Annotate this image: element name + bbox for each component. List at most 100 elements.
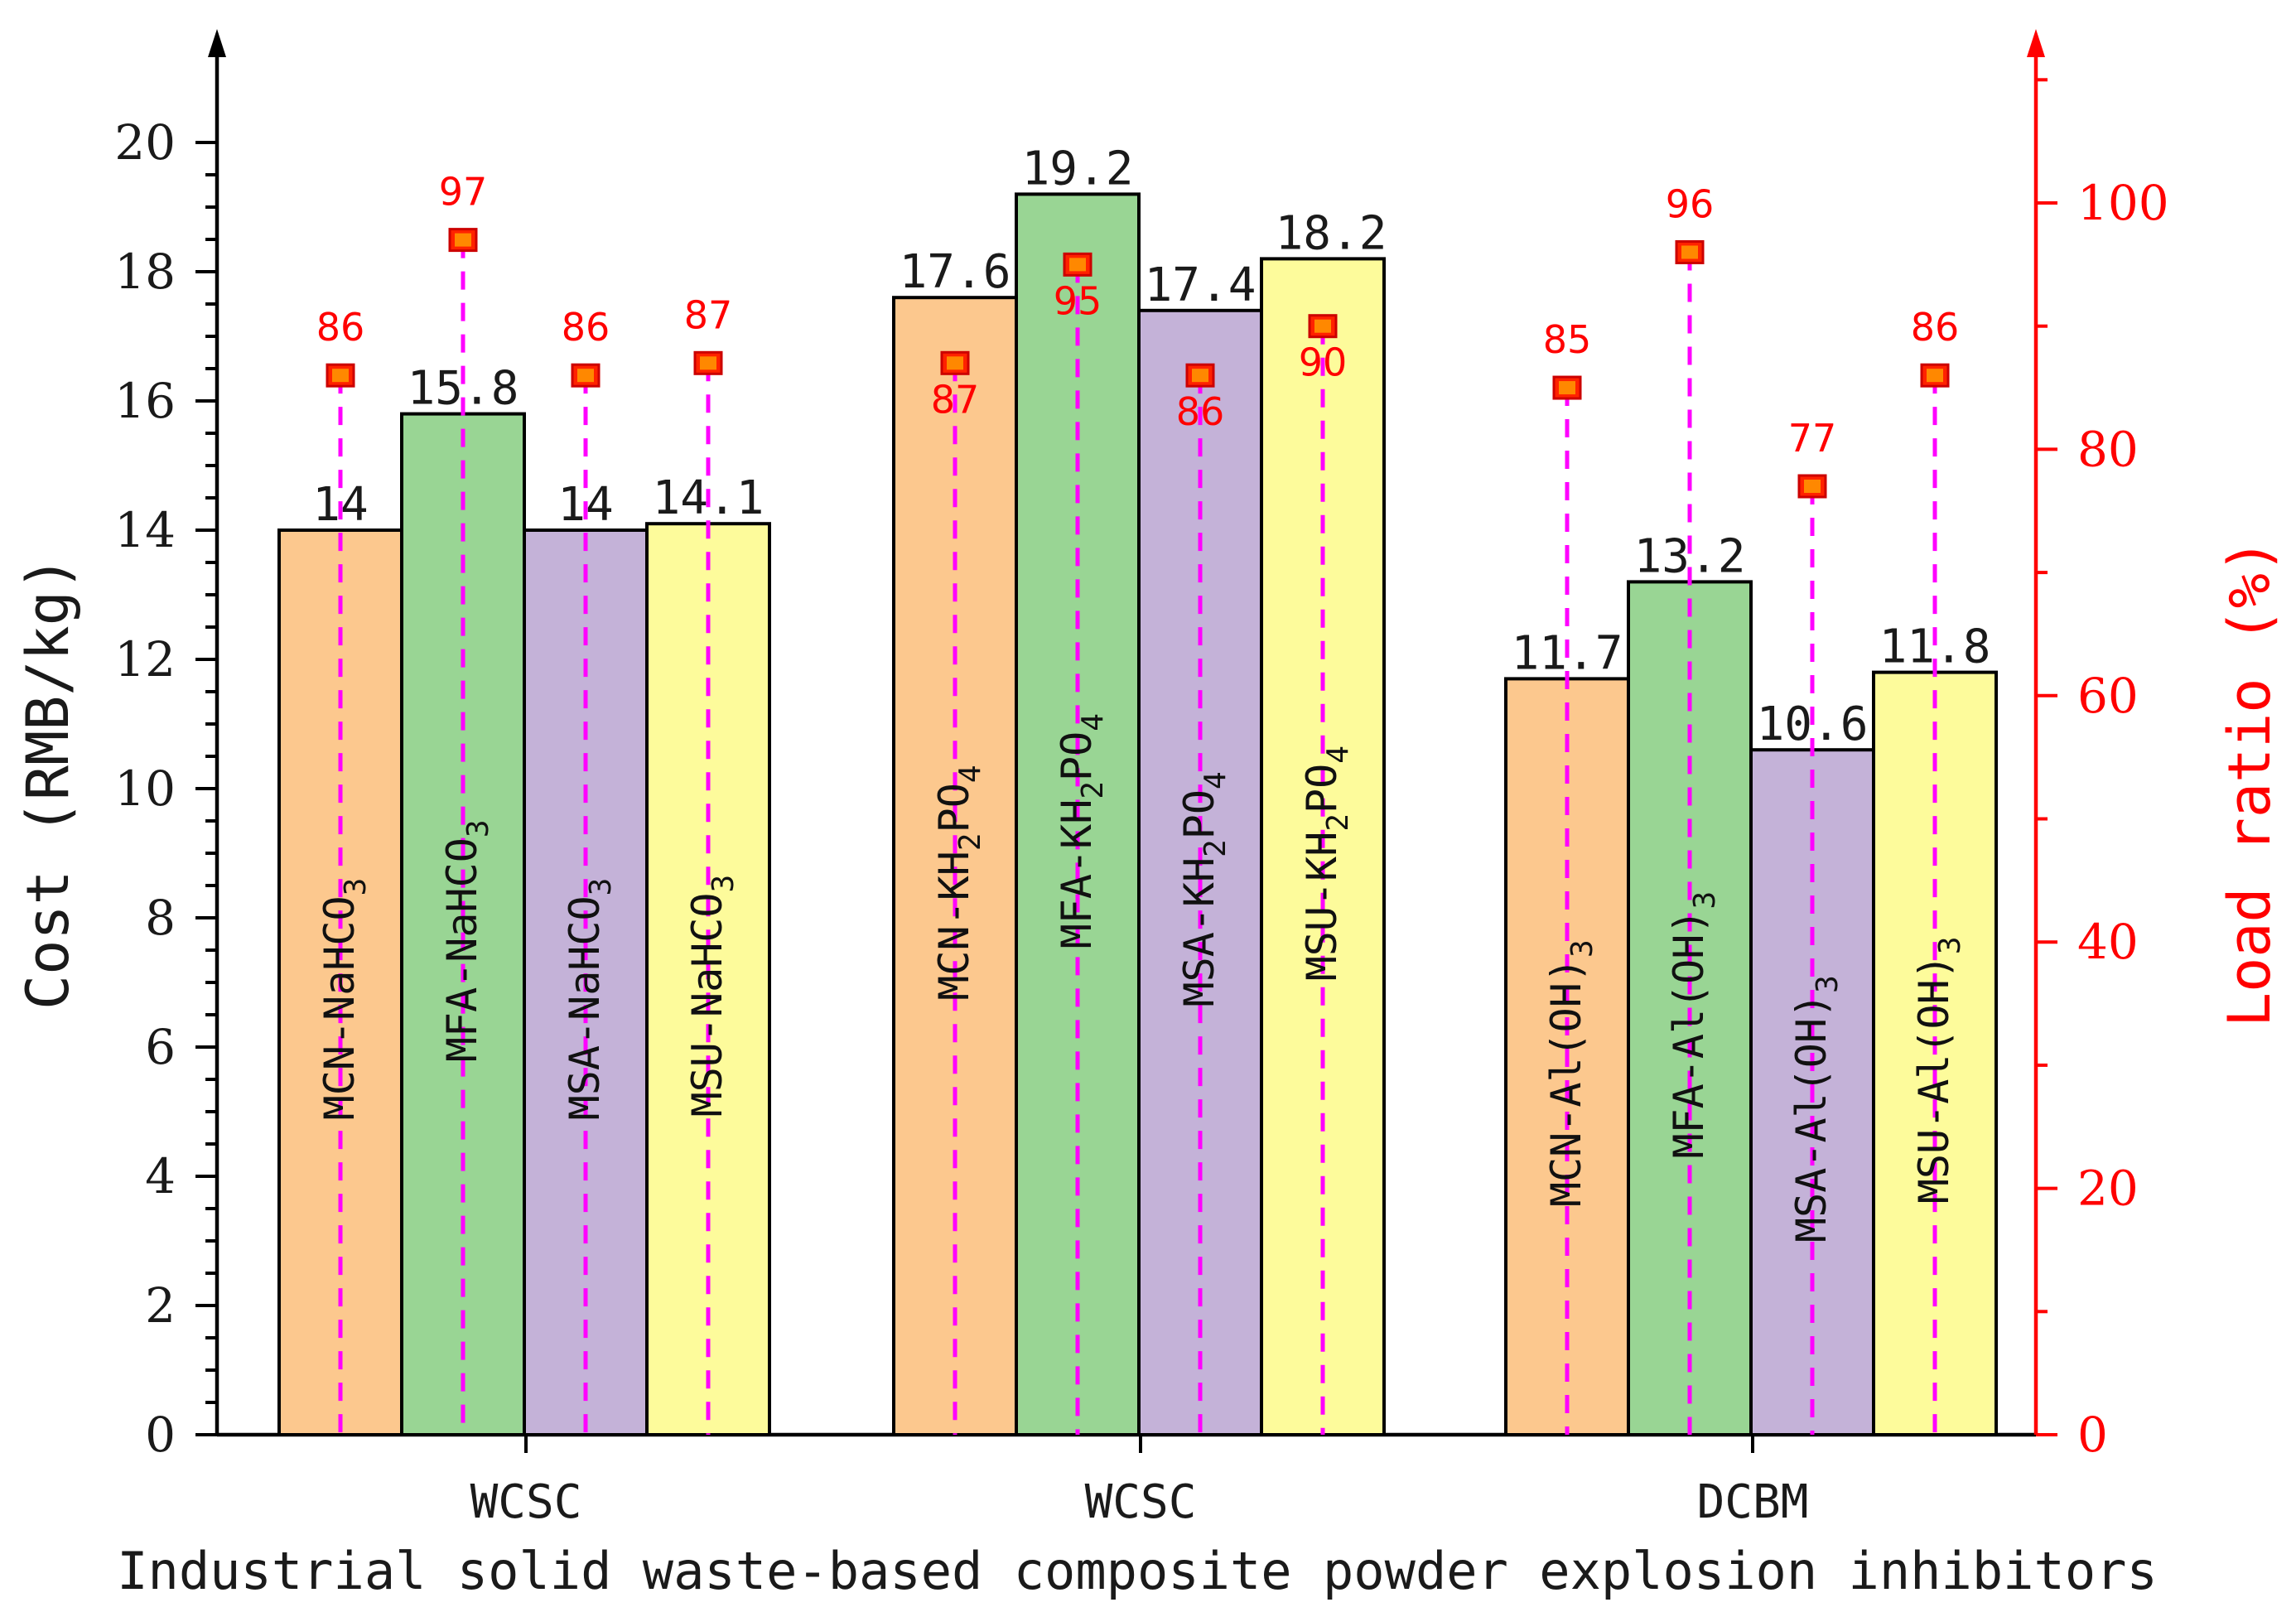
bar-name-label: MFA-NaHCO3 <box>438 819 495 1062</box>
bar-name-sub: 2 <box>953 833 987 851</box>
load-marker <box>693 350 723 375</box>
bar-name-sub: 2 <box>1321 813 1355 832</box>
load-marker-core <box>1192 369 1208 383</box>
bar-name-main-2: PO <box>1175 789 1223 839</box>
bar-name-sub: 3 <box>1811 975 1845 993</box>
bar-value-label: 13.2 <box>1634 529 1746 583</box>
y2-tick-label: 20 <box>2077 1161 2139 1217</box>
bar-name-main: MCN-KH <box>930 851 978 1001</box>
x-group-label: WCSC <box>1085 1475 1197 1529</box>
load-marker <box>326 363 355 388</box>
bar-name-main: MSU-Al(OH) <box>1910 954 1958 1204</box>
x-group-label: WCSC <box>470 1475 582 1529</box>
load-value-label: 86 <box>1176 389 1225 434</box>
y-tick-label: 4 <box>145 1148 176 1204</box>
load-marker <box>1552 375 1582 400</box>
load-value-label: 87 <box>931 377 980 422</box>
load-marker <box>1185 363 1215 388</box>
load-marker-core <box>1559 381 1575 395</box>
bar-name-sub: 3 <box>1933 936 1967 954</box>
bar-name-label: MFA-Al(OH)3 <box>1665 891 1722 1159</box>
load-marker-core <box>332 369 349 383</box>
bar-name-sub-2: 4 <box>953 765 987 783</box>
y-tick-label: 16 <box>114 373 176 429</box>
load-marker-core <box>700 356 716 370</box>
load-value-label: 97 <box>439 170 488 215</box>
load-marker-core <box>1927 369 1943 383</box>
labels-layer: 14MCN-NaHCO38615.8MFA-NaHCO39714MSA-NaHC… <box>312 142 1990 1243</box>
y-tick-label: 10 <box>114 760 176 817</box>
bar-name-main: MFA-NaHCO <box>438 837 486 1062</box>
drop-lines-layer <box>326 228 1950 1435</box>
y2-tick-label: 100 <box>2077 175 2169 231</box>
y-tick-label: 14 <box>114 502 176 558</box>
bar-name-main: MFA-Al(OH) <box>1665 910 1713 1159</box>
load-marker-core <box>577 369 594 383</box>
bar-name-sub: 3 <box>339 878 373 896</box>
bar-name-main: MSA-Al(OH) <box>1787 993 1835 1243</box>
bar-value-label: 19.2 <box>1022 142 1134 195</box>
y-tick-label: 12 <box>114 631 176 688</box>
bar-name-main: MSA-NaHCO <box>561 895 609 1120</box>
load-marker-core <box>455 233 471 247</box>
bar-name-label: MSA-KH2PO4 <box>1175 771 1232 1006</box>
bar-name-sub-2: 4 <box>1199 771 1232 789</box>
y2-tick-label: 80 <box>2077 421 2139 477</box>
load-value-label: 86 <box>1911 305 1960 350</box>
load-value-label: 85 <box>1543 317 1592 362</box>
bar-value-label: 11.7 <box>1512 626 1623 680</box>
y-tick-label: 6 <box>145 1019 176 1075</box>
bar-name-main: MSU-NaHCO <box>683 892 731 1117</box>
bar-value-label: 17.6 <box>900 245 1011 299</box>
bar-name-main-2: PO <box>1053 731 1101 781</box>
bar-name-sub: 3 <box>1688 891 1722 910</box>
bar-name-main: MFA-KH <box>1053 799 1101 949</box>
bar-name-label: MSU-KH2PO4 <box>1298 746 1355 981</box>
load-marker <box>1675 239 1705 264</box>
y2-tick-label: 0 <box>2077 1407 2108 1463</box>
bar-name-main: MCN-NaHCO <box>316 895 364 1120</box>
bar-name-sub-2: 4 <box>1076 713 1110 731</box>
y-tick-label: 0 <box>145 1407 176 1463</box>
bar-value-label: 14 <box>557 478 613 532</box>
load-value-label: 95 <box>1054 278 1102 323</box>
load-marker-core <box>1804 480 1821 494</box>
load-value-label: 77 <box>1788 416 1837 461</box>
y2-tick-label: 60 <box>2077 668 2139 724</box>
bar-name-main: MCN-Al(OH) <box>1542 958 1590 1207</box>
load-marker-core <box>1681 245 1698 259</box>
load-marker-core <box>1069 258 1086 272</box>
bar-name-sub: 3 <box>707 875 740 893</box>
load-value-label: 86 <box>562 305 610 350</box>
bar-name-label: MCN-NaHCO3 <box>316 878 373 1121</box>
load-marker-core <box>947 356 963 370</box>
bar-name-sub: 2 <box>1076 781 1110 799</box>
load-value-label: 86 <box>316 305 365 350</box>
x-group-label: DCBM <box>1697 1475 1809 1529</box>
bar-value-label: 14.1 <box>653 471 765 525</box>
bar-name-main: MSA-KH <box>1175 857 1223 1007</box>
bar-name-sub: 3 <box>584 878 618 896</box>
bar-name-sub: 3 <box>1565 939 1599 958</box>
load-value-label: 87 <box>684 292 733 337</box>
bar-name-label: MCN-KH2PO4 <box>930 765 987 1000</box>
load-marker-core <box>1314 319 1331 333</box>
bar-value-label: 17.4 <box>1145 258 1257 312</box>
bar-name-sub: 2 <box>1199 839 1232 857</box>
y-tick-label: 20 <box>114 114 176 171</box>
bar-name-label: MSU-Al(OH)3 <box>1910 936 1967 1204</box>
y-tick-label: 18 <box>114 244 176 300</box>
y2-axis-title: Load ratio (%) <box>2216 538 2284 1027</box>
bar-value-label: 18.2 <box>1276 206 1387 260</box>
bar-value-label: 10.6 <box>1757 697 1869 751</box>
y-axis-title: Cost (RMB/kg) <box>14 556 82 1010</box>
load-value-label: 90 <box>1299 340 1348 385</box>
y-tick-label: 8 <box>145 890 176 946</box>
y2-axis-arrow <box>2027 29 2045 57</box>
y-tick-label: 2 <box>145 1277 176 1334</box>
bar-value-label: 14 <box>312 478 368 532</box>
load-marker <box>448 228 478 253</box>
bar-name-sub: 3 <box>461 819 495 837</box>
bar-name-label: MSA-Al(OH)3 <box>1787 975 1845 1243</box>
